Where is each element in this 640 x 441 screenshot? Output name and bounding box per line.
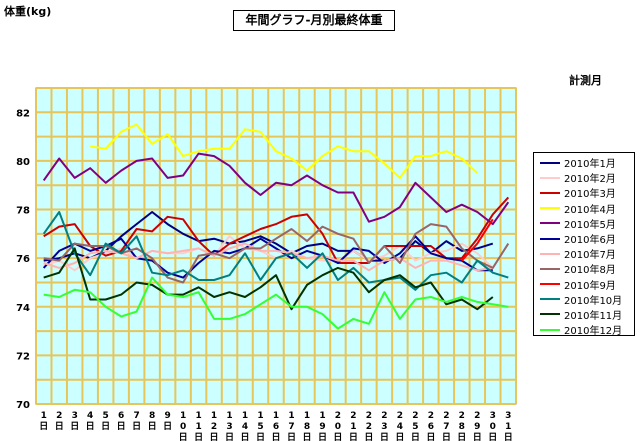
chart-title: 年間グラフ-月別最終体重 [233, 10, 395, 31]
series-line-12 [43, 276, 509, 330]
legend-item: 2010年6月 [534, 231, 634, 246]
series-line-11 [43, 247, 494, 311]
legend-label: 2010年12月 [564, 326, 623, 338]
legend-item: 2010年12月 [534, 322, 634, 337]
y-tick-label: 72 [16, 351, 30, 362]
legend-item: 2010年8月 [534, 261, 634, 276]
series-line-2 [43, 235, 494, 272]
legend-swatch [540, 298, 560, 301]
x-axis-label: 計測月 [569, 74, 602, 87]
legend-label: 2010年5月 [564, 219, 616, 231]
gridlines [35, 87, 517, 405]
legend-swatch [540, 252, 560, 255]
series-line-4 [90, 123, 478, 179]
legend-swatch [540, 267, 560, 270]
y-tick-label: 70 [16, 400, 30, 411]
legend-item: 2010年10月 [534, 292, 634, 307]
legend-label: 2010年10月 [564, 295, 623, 307]
y-tick-label: 82 [16, 108, 30, 119]
series-line-9 [461, 218, 494, 262]
y-axis-label: 体重(kg) [4, 5, 52, 18]
legend-label: 2010年6月 [564, 235, 616, 247]
legend-swatch [540, 222, 560, 225]
series-line-1 [43, 211, 494, 262]
legend-label: 2010年8月 [564, 265, 616, 277]
series-line-5 [42, 152, 510, 226]
legend-label: 2010年2月 [564, 174, 616, 186]
legend-swatch [540, 176, 560, 179]
y-tick-labels: 70 72 74 76 78 80 82 [16, 108, 30, 411]
legend-label: 2010年11月 [564, 310, 623, 322]
legend-label: 2010年3月 [564, 189, 616, 201]
legend-item: 2010年5月 [534, 216, 634, 231]
chart-legend: 2010年1月 2010年2月 2010年3月 2010年4月 2010年5月 2010年… [533, 152, 635, 337]
legend-item: 2010年2月 [534, 170, 634, 185]
legend-label: 2010年7月 [564, 250, 616, 262]
legend-item: 2010年3月 [534, 185, 634, 200]
legend-item: 2010年9月 [534, 277, 634, 292]
legend-swatch [540, 161, 560, 164]
legend-swatch [540, 207, 560, 210]
legend-swatch [540, 283, 560, 286]
legend-item: 2010年7月 [534, 246, 634, 261]
legend-swatch [540, 237, 560, 240]
y-tick-label: 76 [16, 254, 30, 265]
legend-item: 2010年1月 [534, 155, 634, 170]
legend-swatch [540, 328, 560, 331]
series-line-3 [43, 196, 510, 264]
legend-item: 2010年11月 [534, 307, 634, 322]
legend-label: 2010年4月 [564, 204, 616, 216]
plot-area [35, 87, 517, 405]
legend-item: 2010年4月 [534, 201, 634, 216]
legend-label: 2010年1月 [564, 159, 616, 171]
legend-swatch [540, 313, 560, 316]
series-line-10 [42, 211, 509, 291]
x-tick-labels: 1 日 2 日 3 日 4 日 5 日 6 日 7 日 8 日 9 日 1 0 日 1 1 日 1 2 日 1 3 日 1 4 日 1 5 日 1 6 日 1… [39, 411, 513, 441]
legend-label: 2010年9月 [564, 280, 616, 292]
y-tick-label: 80 [16, 157, 30, 168]
y-tick-label: 74 [16, 303, 30, 314]
legend-swatch [540, 191, 560, 194]
series-lines [42, 123, 510, 330]
y-tick-label: 78 [16, 206, 30, 217]
